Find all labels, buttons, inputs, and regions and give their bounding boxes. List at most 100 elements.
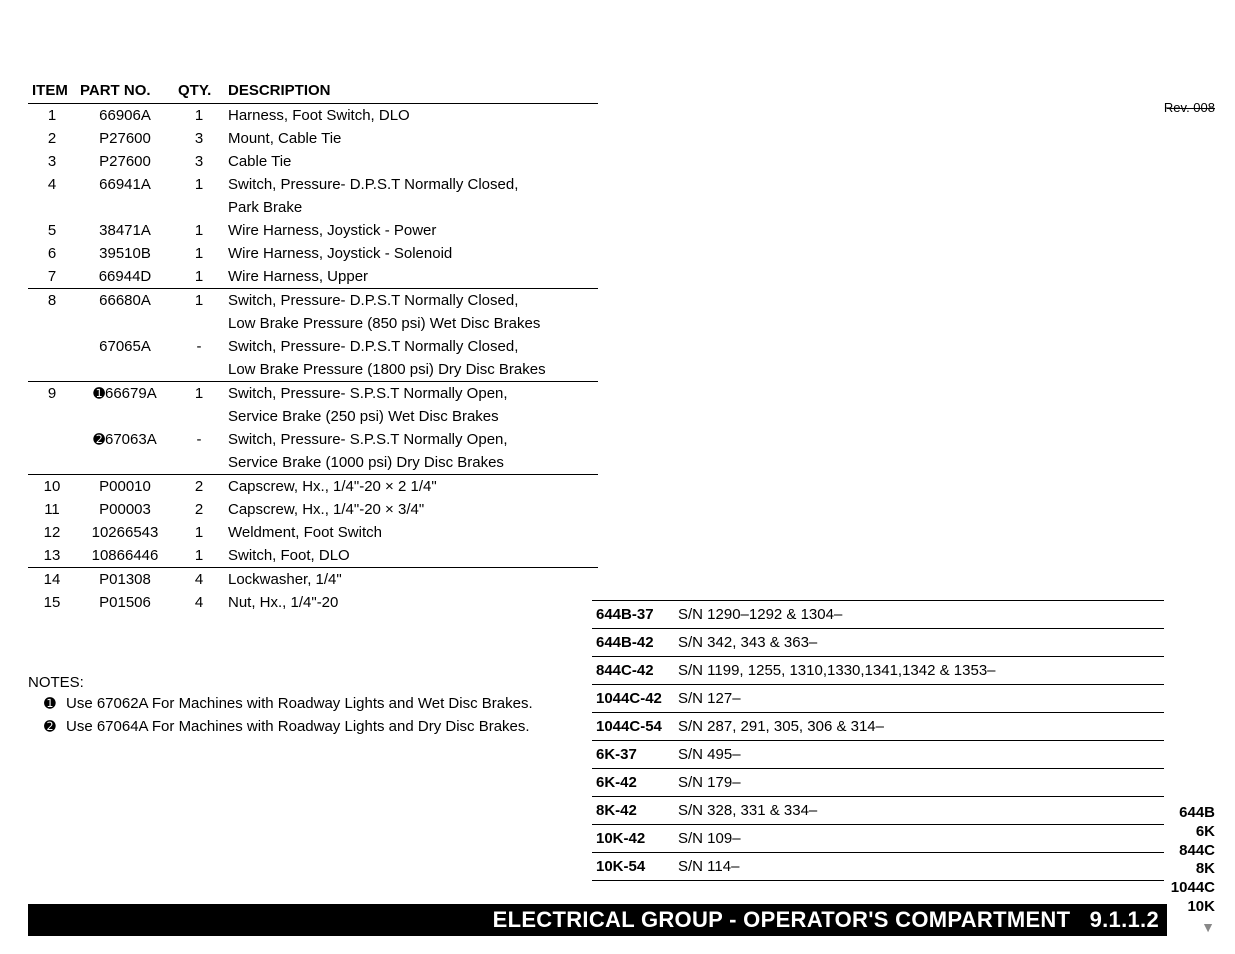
table-row: 67065A-Switch, Pressure- D.P.S.T Normall… bbox=[28, 335, 598, 358]
cell-qty: 3 bbox=[174, 150, 224, 173]
cell-description: Switch, Pressure- D.P.S.T Normally Close… bbox=[224, 335, 598, 358]
cell-item: 1 bbox=[28, 104, 76, 128]
model-label: 8K bbox=[1171, 860, 1215, 879]
cell-description: Switch, Pressure- S.P.S.T Normally Open, bbox=[224, 382, 598, 406]
header-desc: DESCRIPTION bbox=[224, 80, 598, 104]
cell-item: 9 bbox=[28, 382, 76, 406]
cell-qty: 4 bbox=[174, 591, 224, 614]
cell-description: Lockwasher, 1/4" bbox=[224, 568, 598, 592]
table-row: 9➊66679A1Switch, Pressure- S.P.S.T Norma… bbox=[28, 382, 598, 406]
cell-partno: P01308 bbox=[76, 568, 174, 592]
sn-model: 6K-37 bbox=[596, 746, 678, 763]
table-row: Low Brake Pressure (1800 psi) Dry Disc B… bbox=[28, 358, 598, 382]
table-row: 3P276003Cable Tie bbox=[28, 150, 598, 173]
sn-text: S/N 328, 331 & 334– bbox=[678, 802, 1160, 819]
cell-qty: 1 bbox=[174, 382, 224, 406]
sn-text: S/N 1290–1292 & 1304– bbox=[678, 606, 1160, 623]
cell-item: 3 bbox=[28, 150, 76, 173]
table-row: 13108664461Switch, Foot, DLO bbox=[28, 544, 598, 568]
sn-model: 6K-42 bbox=[596, 774, 678, 791]
sn-model: 10K-54 bbox=[596, 858, 678, 875]
cell-description: Service Brake (250 psi) Wet Disc Brakes bbox=[224, 405, 598, 428]
table-row: ➋67063A-Switch, Pressure- S.P.S.T Normal… bbox=[28, 428, 598, 451]
table-row: 2P276003Mount, Cable Tie bbox=[28, 127, 598, 150]
table-row: 11P000032Capscrew, Hx., 1/4"-20 × 3/4" bbox=[28, 498, 598, 521]
cell-item: 7 bbox=[28, 265, 76, 289]
sn-model: 644B-37 bbox=[596, 606, 678, 623]
table-row: 12102665431Weldment, Foot Switch bbox=[28, 521, 598, 544]
cell-qty: 1 bbox=[174, 521, 224, 544]
table-row: 466941A1Switch, Pressure- D.P.S.T Normal… bbox=[28, 173, 598, 196]
cell-description: Mount, Cable Tie bbox=[224, 127, 598, 150]
sn-text: S/N 1199, 1255, 1310,1330,1341,1342 & 13… bbox=[678, 662, 1160, 679]
note-symbol-icon: ➋ bbox=[93, 431, 105, 447]
revision-label: Rev. 008 bbox=[1164, 100, 1215, 115]
parts-table: ITEM PART NO. QTY. DESCRIPTION 166906A1H… bbox=[28, 80, 598, 614]
cell-item bbox=[28, 335, 76, 358]
model-label: 10K bbox=[1171, 898, 1215, 917]
sn-text: S/N 127– bbox=[678, 690, 1160, 707]
cell-description: Switch, Pressure- S.P.S.T Normally Open, bbox=[224, 428, 598, 451]
cell-qty: 1 bbox=[174, 289, 224, 313]
cell-qty bbox=[174, 196, 224, 219]
sn-row: 10K-54S/N 114– bbox=[592, 853, 1164, 881]
cell-description: Low Brake Pressure (850 psi) Wet Disc Br… bbox=[224, 312, 598, 335]
cell-partno bbox=[76, 196, 174, 219]
cell-qty bbox=[174, 451, 224, 475]
cell-qty: 1 bbox=[174, 104, 224, 128]
cell-partno bbox=[76, 405, 174, 428]
cell-qty: - bbox=[174, 428, 224, 451]
cell-partno: ➊66679A bbox=[76, 382, 174, 406]
sn-row: 6K-42S/N 179– bbox=[592, 769, 1164, 797]
cell-qty bbox=[174, 358, 224, 382]
cell-description: Park Brake bbox=[224, 196, 598, 219]
cell-description: Switch, Pressure- D.P.S.T Normally Close… bbox=[224, 289, 598, 313]
sn-model: 1044C-42 bbox=[596, 690, 678, 707]
note-text: Use 67062A For Machines with Roadway Lig… bbox=[66, 693, 533, 716]
cell-partno: 66944D bbox=[76, 265, 174, 289]
cell-partno bbox=[76, 451, 174, 475]
table-row: 538471A1Wire Harness, Joystick - Power bbox=[28, 219, 598, 242]
cell-qty: 2 bbox=[174, 475, 224, 499]
cell-partno: 67065A bbox=[76, 335, 174, 358]
sn-text: S/N 342, 343 & 363– bbox=[678, 634, 1160, 651]
cell-item: 4 bbox=[28, 173, 76, 196]
sn-text: S/N 114– bbox=[678, 858, 1160, 875]
cell-description: Switch, Foot, DLO bbox=[224, 544, 598, 568]
footer-title: ELECTRICAL GROUP - OPERATOR'S COMPARTMEN… bbox=[493, 907, 1159, 933]
cell-description: Service Brake (1000 psi) Dry Disc Brakes bbox=[224, 451, 598, 475]
sn-text: S/N 287, 291, 305, 306 & 314– bbox=[678, 718, 1160, 735]
model-list: 644B6K844C8K1044C10K▼ bbox=[1171, 804, 1215, 936]
table-row: 14P013084Lockwasher, 1/4" bbox=[28, 568, 598, 592]
cell-partno: 39510B bbox=[76, 242, 174, 265]
model-label: 1044C bbox=[1171, 879, 1215, 898]
down-arrow-icon: ▼ bbox=[1171, 919, 1215, 937]
cell-qty: 4 bbox=[174, 568, 224, 592]
sn-row: 844C-42S/N 1199, 1255, 1310,1330,1341,13… bbox=[592, 657, 1164, 685]
footer-title-text: ELECTRICAL GROUP - OPERATOR'S COMPARTMEN… bbox=[493, 907, 1071, 932]
sn-row: 1044C-42S/N 127– bbox=[592, 685, 1164, 713]
header-qty: QTY. bbox=[174, 80, 224, 104]
table-row: Service Brake (250 psi) Wet Disc Brakes bbox=[28, 405, 598, 428]
cell-qty: 2 bbox=[174, 498, 224, 521]
table-row: Park Brake bbox=[28, 196, 598, 219]
table-row: Low Brake Pressure (850 psi) Wet Disc Br… bbox=[28, 312, 598, 335]
cell-description: Harness, Foot Switch, DLO bbox=[224, 104, 598, 128]
table-row: 10P000102Capscrew, Hx., 1/4"-20 × 2 1/4" bbox=[28, 475, 598, 499]
sn-model: 844C-42 bbox=[596, 662, 678, 679]
cell-partno: P27600 bbox=[76, 150, 174, 173]
cell-description: Switch, Pressure- D.P.S.T Normally Close… bbox=[224, 173, 598, 196]
cell-item bbox=[28, 428, 76, 451]
cell-item: 11 bbox=[28, 498, 76, 521]
cell-qty bbox=[174, 405, 224, 428]
cell-partno: P27600 bbox=[76, 127, 174, 150]
table-row: 15P015064Nut, Hx., 1/4"-20 bbox=[28, 591, 598, 614]
cell-qty: - bbox=[174, 335, 224, 358]
cell-item: 15 bbox=[28, 591, 76, 614]
cell-description: Wire Harness, Joystick - Power bbox=[224, 219, 598, 242]
cell-description: Capscrew, Hx., 1/4"-20 × 3/4" bbox=[224, 498, 598, 521]
header-partno: PART NO. bbox=[76, 80, 174, 104]
sn-row: 644B-37S/N 1290–1292 & 1304– bbox=[592, 601, 1164, 629]
cell-partno: 38471A bbox=[76, 219, 174, 242]
cell-partno bbox=[76, 358, 174, 382]
